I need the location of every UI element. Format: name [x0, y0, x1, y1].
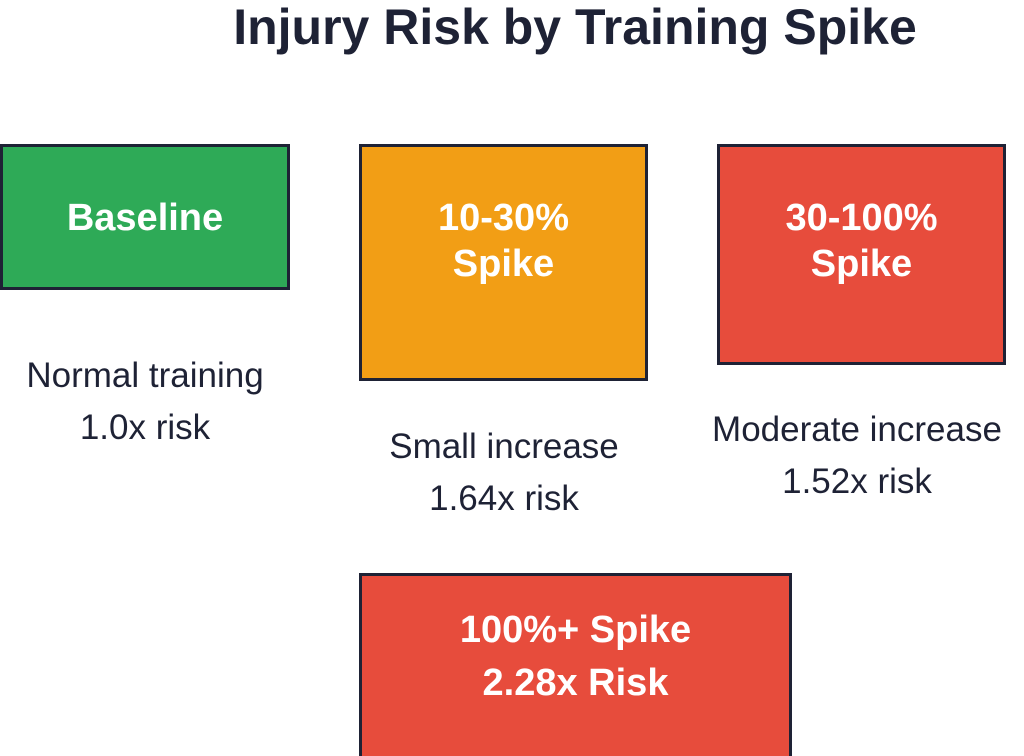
small-spike-label-line-2: Spike	[452, 243, 555, 285]
diagram-title: Injury Risk by Training Spike	[233, 0, 917, 55]
moderate-spike-label-line-2: Spike	[810, 243, 913, 285]
baseline-label: Baseline	[66, 197, 224, 239]
moderate-spike-caption-line-2: 1.52x risk	[782, 462, 932, 501]
extreme-spike-label-line-2: 2.28x Risk	[482, 662, 669, 704]
extreme-spike-label-line-1: 100%+ Spike	[459, 609, 692, 651]
moderate-spike-box: 30-100% Spike	[717, 144, 1006, 365]
small-spike-label-line-1: 10-30%	[438, 197, 569, 239]
baseline-box: Baseline	[0, 144, 290, 290]
small-spike-caption-line-1: Small increase	[389, 427, 619, 466]
baseline-caption: Normal training 1.0x risk	[0, 350, 290, 454]
small-spike-caption: Small increase 1.64x risk	[340, 421, 668, 525]
small-spike-box: 10-30% Spike	[359, 144, 648, 381]
baseline-caption-line-2: 1.0x risk	[79, 408, 211, 447]
baseline-caption-line-1: Normal training	[26, 356, 264, 395]
moderate-spike-caption: Moderate increase 1.52x risk	[690, 404, 1024, 508]
small-spike-caption-line-2: 1.64x risk	[429, 479, 579, 518]
moderate-spike-caption-line-1: Moderate increase	[712, 410, 1002, 449]
moderate-spike-label-line-1: 30-100%	[785, 197, 938, 239]
extreme-spike-box: 100%+ Spike 2.28x Risk	[359, 573, 792, 756]
